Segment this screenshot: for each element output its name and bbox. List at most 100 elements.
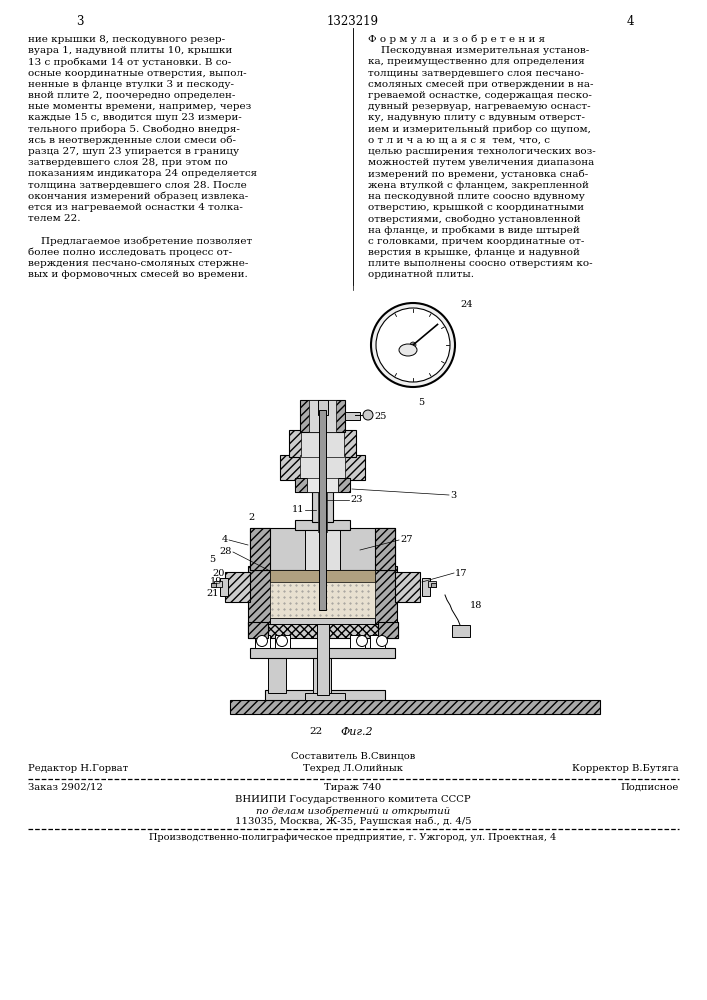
Bar [350,635,365,648]
Text: 17: 17 [455,568,467,578]
Text: 25: 25 [374,412,386,421]
Text: 13 с пробками 14 от установки. В со-: 13 с пробками 14 от установки. В со- [28,57,231,67]
Bar [275,635,290,648]
Text: разца 27, шуп 23 упирается в границу: разца 27, шуп 23 упирается в границу [28,147,239,156]
Text: 27: 27 [400,536,412,544]
Text: жена втулкой с фланцем, закрепленной: жена втулкой с фланцем, закрепленной [368,181,589,190]
Bar [372,566,397,624]
Text: с головками, причем координатные от-: с головками, причем координатные от- [368,237,585,246]
Text: 5: 5 [209,556,215,564]
Bar [431,583,436,587]
Text: по делам изобретений и открытий: по делам изобретений и открытий [256,806,450,816]
Bar [280,455,365,480]
Bar [270,570,375,618]
Text: Техред Л.Олийнык: Техред Л.Олийнык [303,764,403,773]
Bar [220,578,228,596]
Bar [378,622,398,638]
Bar [295,520,350,530]
Bar [265,690,385,700]
Text: Предлагаемое изобретение позволяет: Предлагаемое изобретение позволяет [28,237,252,246]
Bar [307,478,338,492]
Text: толщина затвердевшего слоя 28. После: толщина затвердевшего слоя 28. После [28,181,247,190]
Text: 113035, Москва, Ж-35, Раушская наб., д. 4/5: 113035, Москва, Ж-35, Раушская наб., д. … [235,817,472,826]
Text: осные координатные отверстия, выпол-: осные координатные отверстия, выпол- [28,69,247,78]
Text: 3: 3 [450,490,456,499]
Text: ненные в фланце втулки 3 и пескоду-: ненные в фланце втулки 3 и пескоду- [28,80,234,89]
Text: 21: 21 [206,588,219,597]
Text: Редактор Н.Горват: Редактор Н.Горват [28,764,128,773]
Bar [225,572,250,602]
Bar [395,572,420,602]
Text: вых и формовочных смесей во времени.: вых и формовочных смесей во времени. [28,270,247,279]
Text: 1323219: 1323219 [327,15,379,28]
Bar [248,566,273,624]
Circle shape [356,636,368,647]
Bar [270,618,375,624]
Circle shape [257,636,267,647]
Bar [211,583,216,587]
Text: Тираж 740: Тираж 740 [325,783,382,792]
Bar [428,581,436,587]
Text: Ф о р м у л а  и з о б р е т е н и я: Ф о р м у л а и з о б р е т е н и я [368,35,545,44]
Circle shape [377,636,387,647]
Text: затвердевшего слоя 28, при этом по: затвердевшего слоя 28, при этом по [28,158,228,167]
Circle shape [376,308,450,382]
Text: Фиг.2: Фиг.2 [340,727,373,737]
Bar [248,622,268,638]
Text: целью расширения технологических воз-: целью расширения технологических воз- [368,147,596,156]
Circle shape [276,636,288,647]
Text: 18: 18 [470,600,482,609]
Bar [305,693,345,700]
Bar [312,490,333,522]
Bar [375,528,395,570]
Text: Подписное: Подписное [621,783,679,792]
Text: отверстиями, свободно установленной: отверстиями, свободно установленной [368,214,580,224]
Text: 5: 5 [418,398,424,407]
Text: 4: 4 [626,15,633,28]
Text: греваемой оснастке, содержащая песко-: греваемой оснастке, содержащая песко- [368,91,592,100]
Text: показаниям индикатора 24 определяется: показаниям индикатора 24 определяется [28,169,257,178]
Text: ясь в неотвержденные слои смеси об-: ясь в неотвержденные слои смеси об- [28,136,236,145]
Text: 22: 22 [310,727,322,736]
Text: верстия в крышке, фланце и надувной: верстия в крышке, фланце и надувной [368,248,580,257]
Text: 28: 28 [220,548,232,556]
Bar [422,578,430,596]
Text: ординатной плиты.: ординатной плиты. [368,270,474,279]
Text: тельного прибора 5. Свободно внедря-: тельного прибора 5. Свободно внедря- [28,125,240,134]
Text: вной плите 2, поочередно определен-: вной плите 2, поочередно определен- [28,91,235,100]
Text: 19: 19 [209,578,222,586]
Bar [250,528,395,570]
Text: измерений по времени, установка снаб-: измерений по времени, установка снаб- [368,169,588,179]
Text: смоляных смесей при отверждении в на-: смоляных смесей при отверждении в на- [368,80,593,89]
Ellipse shape [399,344,417,356]
Text: каждые 15 с, вводится шуп 23 измери-: каждые 15 с, вводится шуп 23 измери- [28,113,242,122]
Circle shape [371,303,455,387]
Text: отверстию, крышкой с координатными: отверстию, крышкой с координатными [368,203,584,212]
Bar [452,625,470,637]
Bar [305,528,340,570]
Text: 4: 4 [222,536,228,544]
Text: 11: 11 [291,506,304,514]
Bar [300,455,345,480]
Bar [318,400,328,415]
Text: дувный резервуар, нагреваемую оснаст-: дувный резервуар, нагреваемую оснаст- [368,102,590,111]
Bar [250,648,395,658]
Text: Заказ 2902/12: Заказ 2902/12 [28,783,103,792]
Bar [255,635,270,648]
Bar [230,700,600,714]
Text: о т л и ч а ю щ а я с я  тем, что, с: о т л и ч а ю щ а я с я тем, что, с [368,136,550,145]
Text: Корректор В.Бутяга: Корректор В.Бутяга [572,764,679,773]
Text: на фланце, и пробками в виде штырей: на фланце, и пробками в виде штырей [368,225,580,235]
Text: ние крышки 8, пескодувного резер-: ние крышки 8, пескодувного резер- [28,35,225,44]
Bar [301,430,344,457]
Text: 23: 23 [350,495,363,504]
Text: 3: 3 [76,15,83,28]
Bar [248,622,398,638]
Text: вуара 1, надувной плиты 10, крышки: вуара 1, надувной плиты 10, крышки [28,46,233,55]
Bar [345,412,360,420]
Text: более полно исследовать процесс от-: более полно исследовать процесс от- [28,248,232,257]
Text: верждения песчано-смоляных стержне-: верждения песчано-смоляных стержне- [28,259,248,268]
Bar [319,410,326,610]
Circle shape [410,342,416,348]
Bar [250,528,270,570]
